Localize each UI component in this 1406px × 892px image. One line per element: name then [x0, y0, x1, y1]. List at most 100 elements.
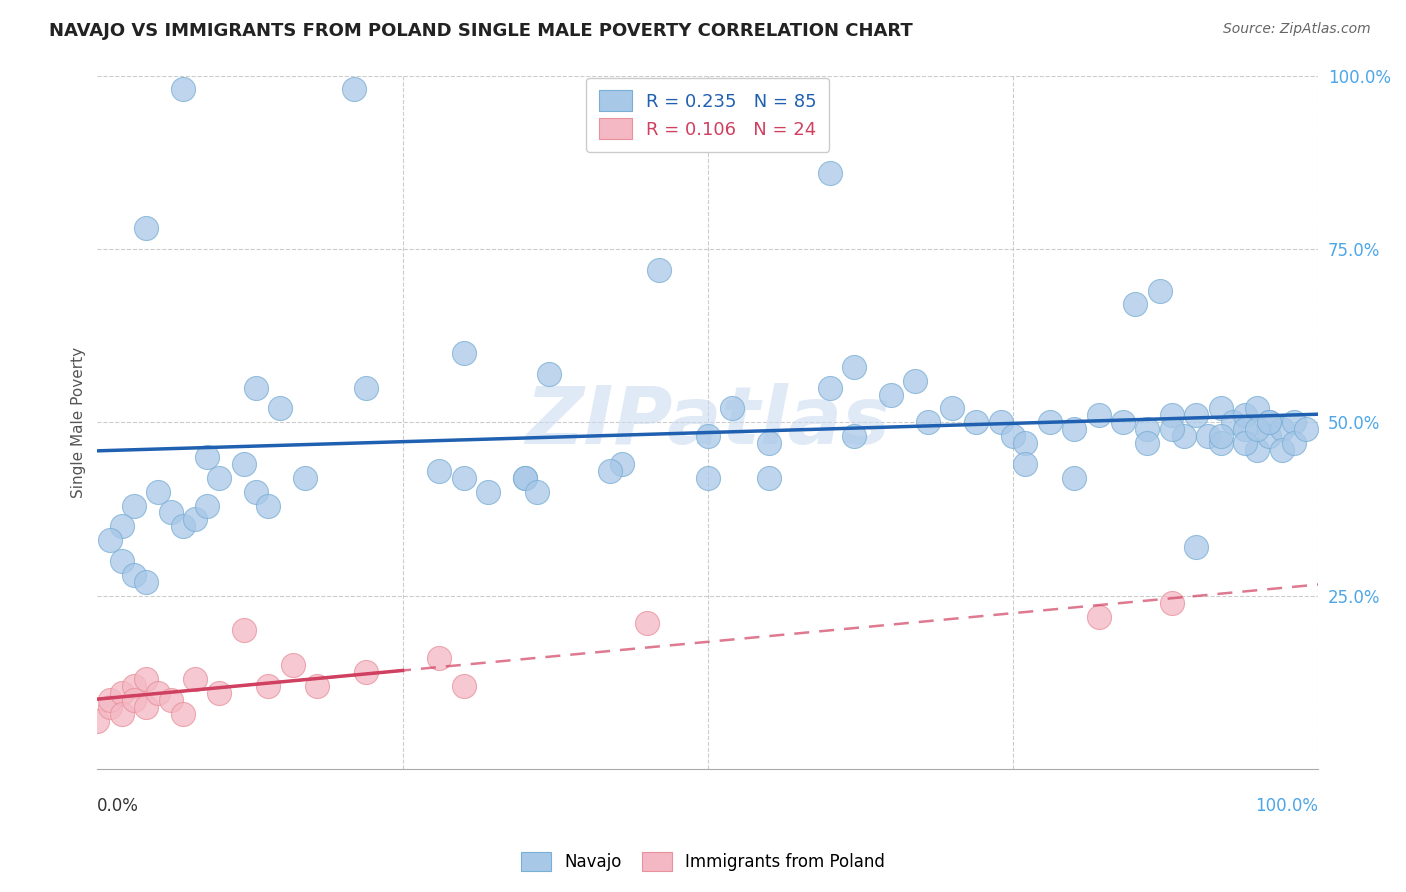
Point — [86, 714, 108, 728]
Point — [1271, 422, 1294, 436]
Point — [1185, 409, 1208, 423]
Point — [758, 436, 780, 450]
Point — [526, 484, 548, 499]
Point — [1246, 443, 1268, 458]
Point — [354, 381, 377, 395]
Point — [111, 519, 134, 533]
Point — [122, 679, 145, 693]
Point — [195, 499, 218, 513]
Point — [427, 651, 450, 665]
Point — [245, 381, 267, 395]
Point — [98, 699, 121, 714]
Point — [172, 706, 194, 721]
Point — [354, 665, 377, 679]
Point — [599, 464, 621, 478]
Text: NAVAJO VS IMMIGRANTS FROM POLAND SINGLE MALE POVERTY CORRELATION CHART: NAVAJO VS IMMIGRANTS FROM POLAND SINGLE … — [49, 22, 912, 40]
Point — [257, 679, 280, 693]
Point — [941, 401, 963, 416]
Point — [135, 221, 157, 235]
Point — [696, 429, 718, 443]
Point — [453, 679, 475, 693]
Text: 100.0%: 100.0% — [1256, 797, 1319, 814]
Point — [159, 506, 181, 520]
Point — [1209, 401, 1232, 416]
Point — [1234, 409, 1257, 423]
Legend: Navajo, Immigrants from Poland: Navajo, Immigrants from Poland — [513, 843, 893, 880]
Point — [990, 415, 1012, 429]
Point — [1234, 436, 1257, 450]
Point — [122, 567, 145, 582]
Point — [1112, 415, 1135, 429]
Point — [1258, 415, 1281, 429]
Point — [696, 471, 718, 485]
Point — [245, 484, 267, 499]
Point — [135, 574, 157, 589]
Point — [1209, 429, 1232, 443]
Point — [1149, 284, 1171, 298]
Point — [1282, 436, 1305, 450]
Point — [232, 457, 254, 471]
Text: Source: ZipAtlas.com: Source: ZipAtlas.com — [1223, 22, 1371, 37]
Point — [1173, 429, 1195, 443]
Point — [917, 415, 939, 429]
Point — [172, 519, 194, 533]
Point — [965, 415, 987, 429]
Point — [1160, 422, 1182, 436]
Point — [1271, 443, 1294, 458]
Point — [1014, 436, 1036, 450]
Point — [184, 672, 207, 686]
Point — [818, 166, 841, 180]
Point — [612, 457, 634, 471]
Point — [758, 471, 780, 485]
Point — [1209, 436, 1232, 450]
Point — [1087, 409, 1109, 423]
Point — [184, 512, 207, 526]
Point — [172, 82, 194, 96]
Point — [294, 471, 316, 485]
Point — [1185, 540, 1208, 554]
Point — [721, 401, 744, 416]
Point — [818, 381, 841, 395]
Point — [195, 450, 218, 464]
Point — [1295, 422, 1317, 436]
Point — [453, 471, 475, 485]
Point — [513, 471, 536, 485]
Point — [427, 464, 450, 478]
Point — [1136, 436, 1159, 450]
Point — [257, 499, 280, 513]
Point — [1197, 429, 1219, 443]
Point — [208, 686, 231, 700]
Point — [1282, 415, 1305, 429]
Point — [1039, 415, 1062, 429]
Point — [477, 484, 499, 499]
Point — [1014, 457, 1036, 471]
Point — [159, 692, 181, 706]
Point — [453, 346, 475, 360]
Point — [904, 374, 927, 388]
Point — [111, 686, 134, 700]
Point — [1087, 609, 1109, 624]
Point — [1258, 415, 1281, 429]
Point — [1123, 297, 1146, 311]
Point — [148, 686, 170, 700]
Text: 0.0%: 0.0% — [97, 797, 139, 814]
Point — [1234, 422, 1257, 436]
Point — [343, 82, 366, 96]
Point — [1002, 429, 1025, 443]
Point — [98, 533, 121, 548]
Point — [111, 706, 134, 721]
Legend: R = 0.235   N = 85, R = 0.106   N = 24: R = 0.235 N = 85, R = 0.106 N = 24 — [586, 78, 830, 152]
Point — [307, 679, 329, 693]
Point — [1222, 415, 1244, 429]
Point — [648, 262, 671, 277]
Point — [122, 499, 145, 513]
Point — [1258, 429, 1281, 443]
Point — [1063, 422, 1085, 436]
Point — [98, 692, 121, 706]
Point — [1063, 471, 1085, 485]
Point — [1246, 401, 1268, 416]
Point — [281, 658, 304, 673]
Point — [844, 359, 866, 374]
Point — [111, 554, 134, 568]
Point — [122, 692, 145, 706]
